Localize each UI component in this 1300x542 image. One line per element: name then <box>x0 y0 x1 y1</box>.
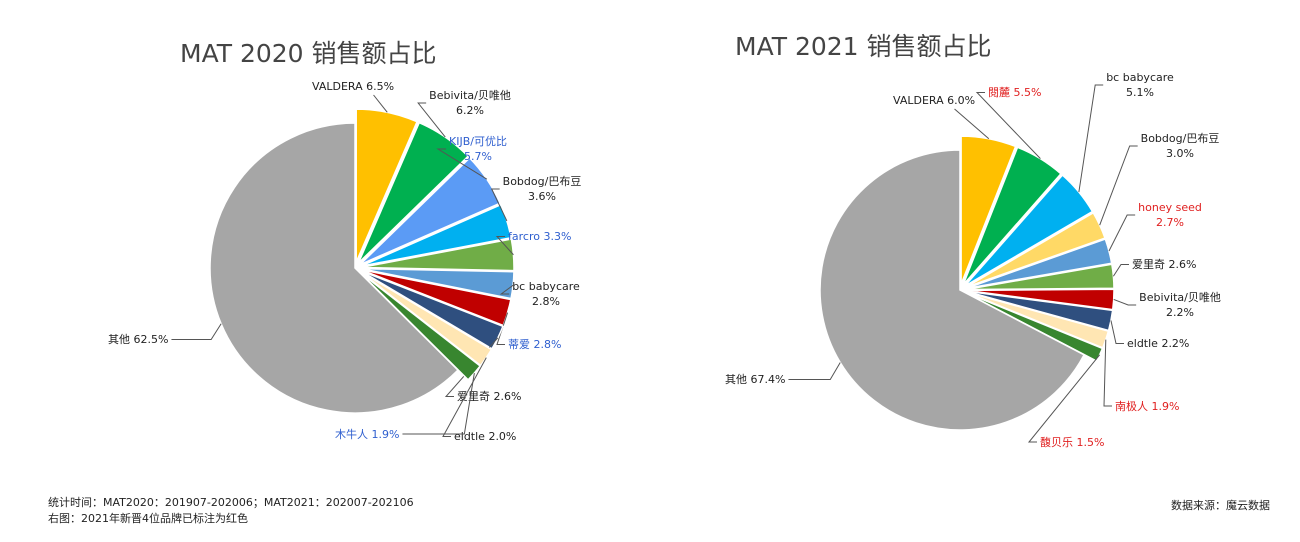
leader-line-0-2 <box>436 148 488 180</box>
slice-label-0-4: farcro 3.3% <box>508 230 571 243</box>
slice-label-1-7: eldtle 2.2% <box>1127 337 1189 350</box>
pie-slice-0-3 <box>360 203 512 267</box>
leader-line-1-8 <box>1103 339 1112 407</box>
slice-label-0-7: 爱里奇 2.6% <box>457 390 521 403</box>
slice-label-0-2: KIJB/可优比 5.7% <box>449 135 507 163</box>
slice-label-0-9: 木牛人 1.9% <box>335 427 399 441</box>
leader-line-1-1 <box>975 92 1041 159</box>
slice-label-1-1: 閱麓 5.5% <box>988 86 1041 99</box>
pie-chart-mat2021: VALDERA 6.0% 閱麓 5.5% bc babycare 5.1% Bobdog… <box>725 71 1221 449</box>
slice-label-1-10: 其他 67.4% <box>725 373 785 386</box>
slice-label-1-5: 爱里奇 2.6% <box>1132 258 1196 271</box>
slice-label-0-8: eldtle 2.0% <box>454 430 516 443</box>
slice-label-1-8: 南极人 1.9% <box>1115 399 1179 413</box>
slice-label-0-0: VALDERA 6.5% <box>312 80 394 93</box>
leader-line-0-1 <box>417 102 446 138</box>
pie-slice-0-0 <box>355 108 419 263</box>
slice-label-1-3: Bobdog/巴布豆 3.0% <box>1141 132 1220 160</box>
slice-label-0-3: Bobdog/巴布豆 3.6% <box>503 175 582 203</box>
footer-stat-period: 统计时间：MAT2020：201907-202006；MAT2021：20200… <box>48 496 414 509</box>
leader-line-1-2 <box>1078 84 1104 193</box>
leader-line-0-10 <box>171 323 222 340</box>
footer-new-brands-note: 右图：2021年新晋4位品牌已标注为红色 <box>48 512 248 525</box>
pie-slice-1-2 <box>964 174 1094 287</box>
leader-line-0-8 <box>442 357 487 437</box>
leader-line-1-10 <box>788 362 841 380</box>
slice-label-0-10: 其他 62.5% <box>108 333 168 346</box>
chart-title-mat2020: MAT 2020 销售额占比 <box>180 39 437 68</box>
leader-line-0-0 <box>373 94 388 113</box>
leader-line-0-5 <box>499 284 514 295</box>
slice-label-1-9: 馥贝乐 1.5% <box>1040 435 1104 449</box>
leader-line-0-4 <box>495 236 514 256</box>
slice-label-0-6: 蒂爱 2.8% <box>508 338 561 351</box>
pie-slice-1-10 <box>819 149 1086 431</box>
leader-line-1-0 <box>954 108 990 140</box>
chart-title-mat2021: MAT 2021 销售额占比 <box>735 32 992 61</box>
leader-line-1-6 <box>1113 298 1137 306</box>
footer-notes: 统计时间：MAT2020：201907-202006；MAT2021：20200… <box>48 495 414 527</box>
slice-label-1-2: bc babycare 5.1% <box>1106 71 1174 99</box>
footer-data-source: 数据来源：魔云数据 <box>1171 499 1270 512</box>
leader-line-1-5 <box>1112 264 1129 277</box>
slice-label-1-4: honey seed 2.7% <box>1138 201 1202 229</box>
pie-slice-1-3 <box>965 211 1106 289</box>
slice-label-0-5: bc babycare 2.8% <box>512 280 580 308</box>
slice-label-1-6: Bebivita/贝唯他 2.2% <box>1139 291 1221 319</box>
pie-slice-0-5 <box>360 267 515 300</box>
pie-slice-0-4 <box>360 238 515 272</box>
leader-line-1-9 <box>1027 354 1101 443</box>
leader-line-0-6 <box>496 312 509 345</box>
pie-chart-mat2020: VALDERA 6.5% Bebivita/贝唯他 6.2% KIJB/可优比 5.7%… <box>108 80 581 443</box>
leader-line-0-9 <box>402 372 475 435</box>
leader-line-1-7 <box>1110 320 1124 344</box>
pie-slice-0-10 <box>209 122 459 414</box>
leader-line-1-4 <box>1108 214 1136 252</box>
leader-line-0-3 <box>490 188 508 222</box>
slice-label-1-0: VALDERA 6.0% <box>893 94 975 107</box>
leader-line-1-3 <box>1099 145 1138 226</box>
pie-slice-1-7 <box>965 290 1114 332</box>
slice-label-0-1: Bebivita/贝唯他 6.2% <box>429 89 511 117</box>
